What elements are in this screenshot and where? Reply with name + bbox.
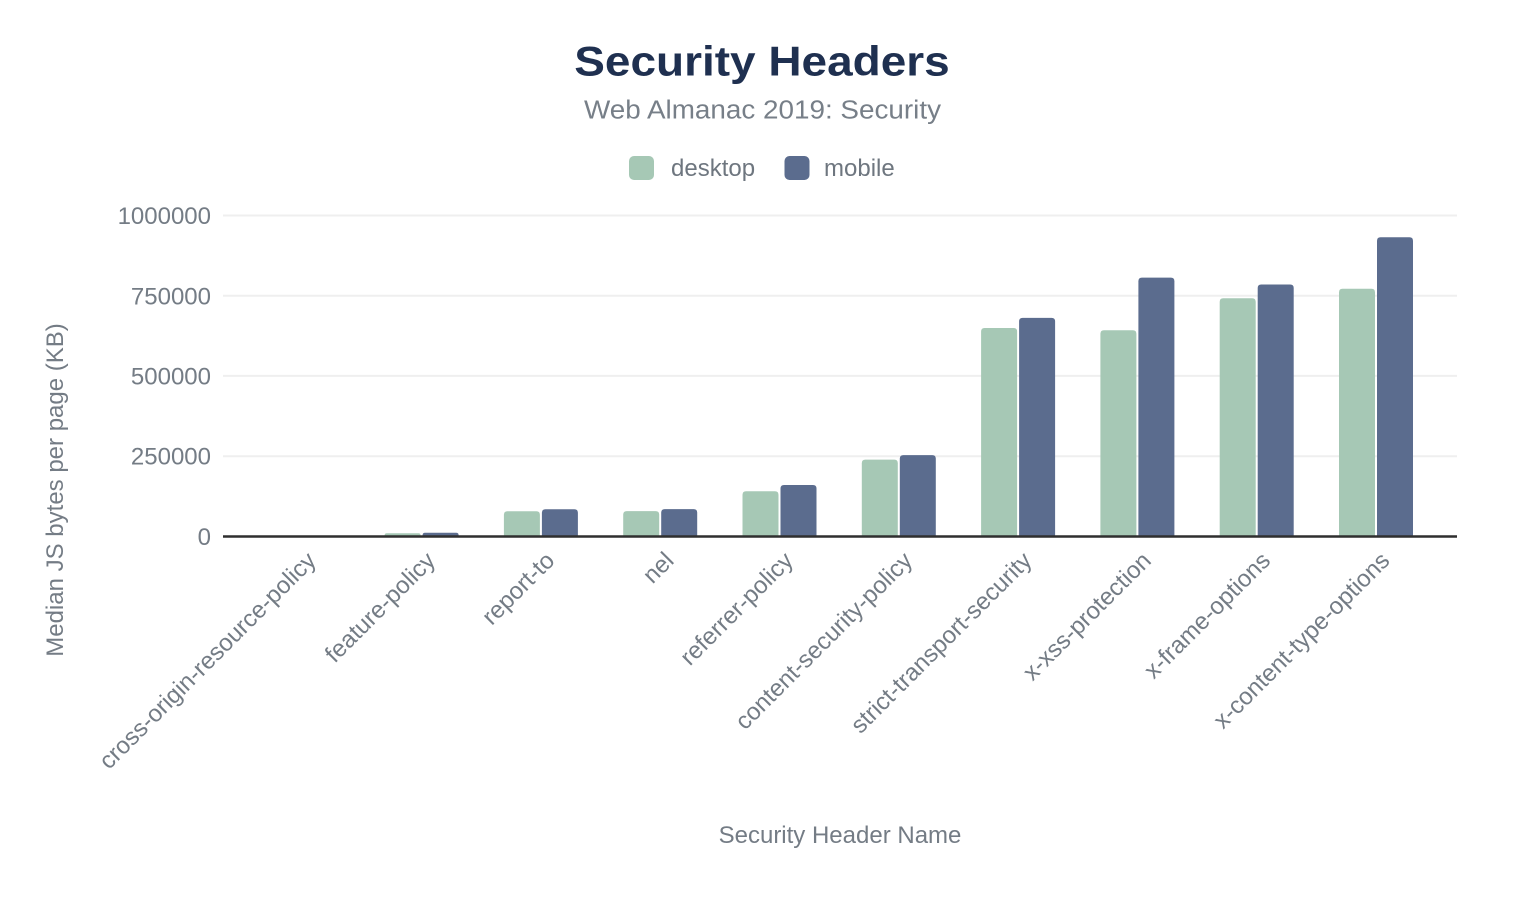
svg-text:1000000: 1000000 — [118, 203, 211, 230]
svg-text:Web Almanac 2019: Security: Web Almanac 2019: Security — [584, 97, 941, 125]
svg-text:0: 0 — [198, 524, 211, 551]
svg-text:Median JS bytes per page (KB): Median JS bytes per page (KB) — [42, 323, 69, 657]
svg-text:mobile: mobile — [824, 155, 895, 182]
svg-text:250000: 250000 — [131, 444, 211, 471]
svg-text:Security Header Name: Security Header Name — [719, 822, 962, 849]
svg-text:desktop: desktop — [671, 155, 755, 182]
svg-text:500000: 500000 — [131, 363, 211, 390]
svg-text:750000: 750000 — [131, 283, 211, 310]
svg-text:Security Headers: Security Headers — [574, 38, 950, 85]
